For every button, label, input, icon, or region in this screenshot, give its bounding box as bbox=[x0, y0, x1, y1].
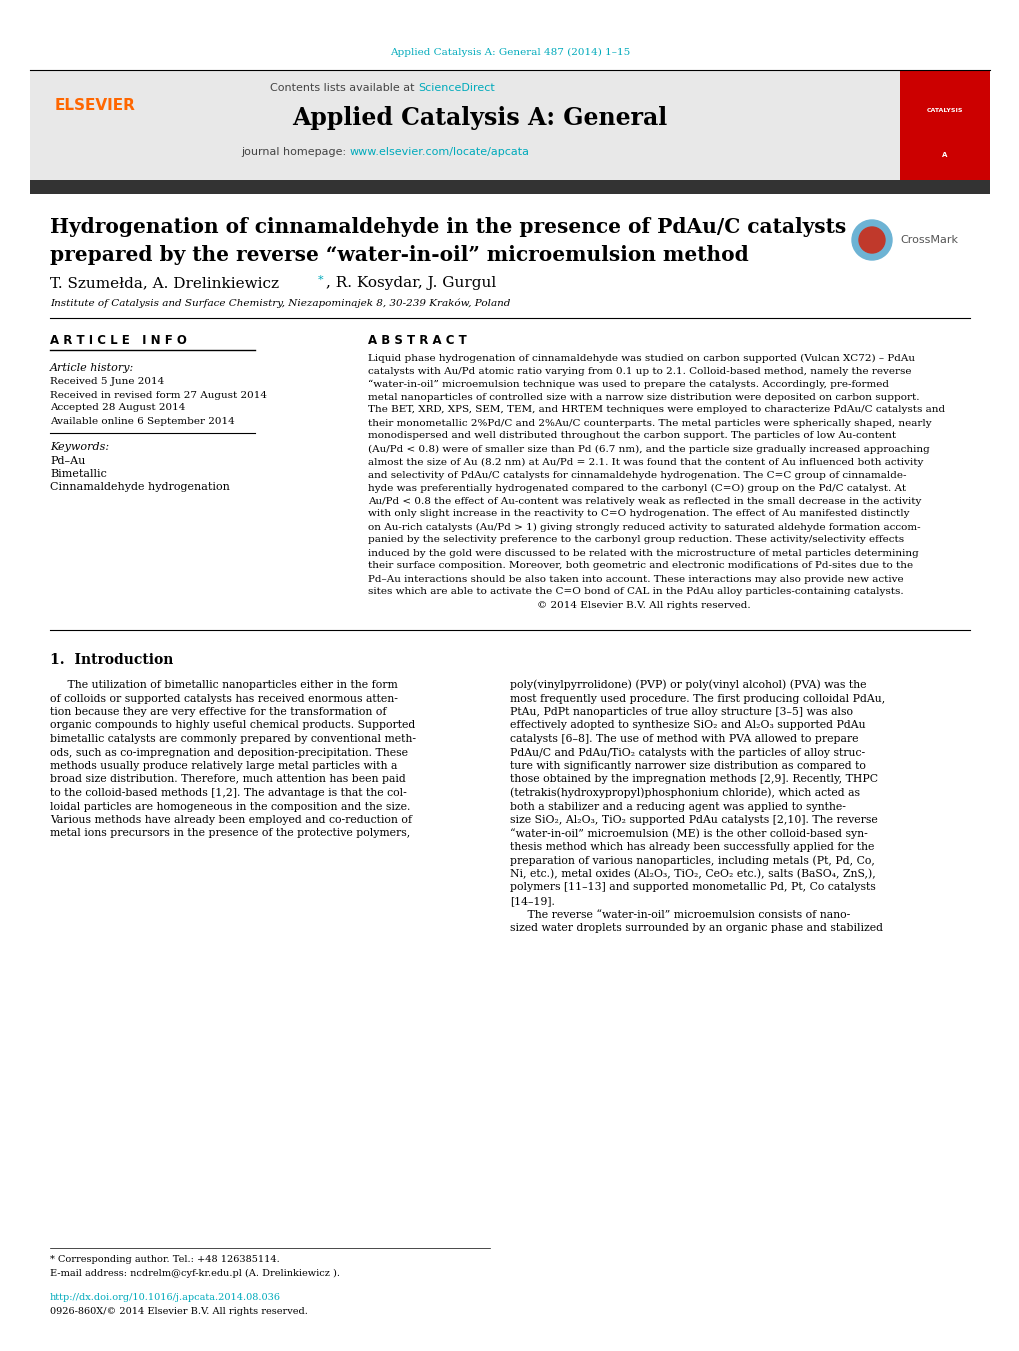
Text: induced by the gold were discussed to be related with the microstructure of meta: induced by the gold were discussed to be… bbox=[368, 549, 918, 558]
Text: E-mail address: ncdrelm@cyf-kr.edu.pl (A. Drelinkiewicz ).: E-mail address: ncdrelm@cyf-kr.edu.pl (A… bbox=[50, 1269, 339, 1278]
Text: © 2014 Elsevier B.V. All rights reserved.: © 2014 Elsevier B.V. All rights reserved… bbox=[368, 600, 750, 609]
Text: “water-in-oil” microemulsion (ME) is the other colloid-based syn-: “water-in-oil” microemulsion (ME) is the… bbox=[510, 828, 867, 839]
Text: bimetallic catalysts are commonly prepared by conventional meth-: bimetallic catalysts are commonly prepar… bbox=[50, 734, 416, 744]
Text: almost the size of Au (8.2 nm) at Au/Pd = 2.1. It was found that the content of : almost the size of Au (8.2 nm) at Au/Pd … bbox=[368, 458, 922, 466]
Text: Bimetallic: Bimetallic bbox=[50, 469, 107, 480]
Text: ture with significantly narrower size distribution as compared to: ture with significantly narrower size di… bbox=[510, 761, 865, 771]
Text: Various methods have already been employed and co-reduction of: Various methods have already been employ… bbox=[50, 815, 412, 825]
Text: Institute of Catalysis and Surface Chemistry, Niezapominajek 8, 30-239 Kraków, P: Institute of Catalysis and Surface Chemi… bbox=[50, 299, 510, 308]
Text: Article history:: Article history: bbox=[50, 363, 135, 373]
Text: Received 5 June 2014: Received 5 June 2014 bbox=[50, 377, 164, 386]
Text: ScienceDirect: ScienceDirect bbox=[418, 82, 494, 93]
Text: prepared by the reverse “water-in-oil” microemulsion method: prepared by the reverse “water-in-oil” m… bbox=[50, 245, 748, 265]
Text: sites which are able to activate the C=O bond of CAL in the PdAu alloy particles: sites which are able to activate the C=O… bbox=[368, 588, 903, 597]
Text: (Au/Pd < 0.8) were of smaller size than Pd (6.7 nm), and the particle size gradu: (Au/Pd < 0.8) were of smaller size than … bbox=[368, 444, 929, 454]
Text: Applied Catalysis A: General 487 (2014) 1–15: Applied Catalysis A: General 487 (2014) … bbox=[389, 47, 630, 57]
Text: Received in revised form 27 August 2014: Received in revised form 27 August 2014 bbox=[50, 390, 267, 400]
Text: Contents lists available at: Contents lists available at bbox=[270, 82, 418, 93]
Text: http://dx.doi.org/10.1016/j.apcata.2014.08.036: http://dx.doi.org/10.1016/j.apcata.2014.… bbox=[50, 1293, 280, 1302]
Text: sized water droplets surrounded by an organic phase and stabilized: sized water droplets surrounded by an or… bbox=[510, 923, 882, 934]
Text: A B S T R A C T: A B S T R A C T bbox=[368, 334, 467, 346]
Text: ods, such as co-impregnation and deposition-precipitation. These: ods, such as co-impregnation and deposit… bbox=[50, 747, 408, 758]
Text: Cinnamaldehyde hydrogenation: Cinnamaldehyde hydrogenation bbox=[50, 482, 229, 492]
Text: 0926-860X/© 2014 Elsevier B.V. All rights reserved.: 0926-860X/© 2014 Elsevier B.V. All right… bbox=[50, 1306, 308, 1316]
Text: Applied Catalysis A: General: Applied Catalysis A: General bbox=[292, 105, 667, 130]
Text: Au/Pd < 0.8 the effect of Au-content was relatively weak as reflected in the sma: Au/Pd < 0.8 the effect of Au-content was… bbox=[368, 497, 920, 505]
Text: A: A bbox=[942, 153, 947, 158]
Text: T. Szumełda, A. Drelinkiewicz: T. Szumełda, A. Drelinkiewicz bbox=[50, 276, 279, 290]
Text: CrossMark: CrossMark bbox=[899, 235, 957, 245]
Text: The reverse “water-in-oil” microemulsion consists of nano-: The reverse “water-in-oil” microemulsion… bbox=[510, 909, 850, 920]
Text: Hydrogenation of cinnamaldehyde in the presence of PdAu/C catalysts: Hydrogenation of cinnamaldehyde in the p… bbox=[50, 218, 846, 236]
Text: loidal particles are homogeneous in the composition and the size.: loidal particles are homogeneous in the … bbox=[50, 801, 410, 812]
Text: catalysts with Au/Pd atomic ratio varying from 0.1 up to 2.1. Colloid-based meth: catalysts with Au/Pd atomic ratio varyin… bbox=[368, 366, 911, 376]
Text: , R. Kosydar, J. Gurgul: , R. Kosydar, J. Gurgul bbox=[326, 276, 496, 290]
Text: www.elsevier.com/locate/apcata: www.elsevier.com/locate/apcata bbox=[350, 147, 530, 157]
Circle shape bbox=[858, 227, 884, 253]
Text: and selectivity of PdAu/C catalysts for cinnamaldehyde hydrogenation. The C=C gr: and selectivity of PdAu/C catalysts for … bbox=[368, 470, 906, 480]
Text: ELSEVIER: ELSEVIER bbox=[54, 97, 136, 112]
Text: * Corresponding author. Tel.: +48 126385114.: * Corresponding author. Tel.: +48 126385… bbox=[50, 1255, 279, 1265]
Text: most frequently used procedure. The first producing colloidal PdAu,: most frequently used procedure. The firs… bbox=[510, 693, 884, 704]
Text: The utilization of bimetallic nanoparticles either in the form: The utilization of bimetallic nanopartic… bbox=[50, 680, 397, 690]
Text: of colloids or supported catalysts has received enormous atten-: of colloids or supported catalysts has r… bbox=[50, 693, 397, 704]
Text: methods usually produce relatively large metal particles with a: methods usually produce relatively large… bbox=[50, 761, 397, 771]
Text: Ni, etc.), metal oxides (Al₂O₃, TiO₂, CeO₂ etc.), salts (BaSO₄, ZnS,),: Ni, etc.), metal oxides (Al₂O₃, TiO₂, Ce… bbox=[510, 869, 875, 880]
Circle shape bbox=[851, 220, 892, 259]
Text: broad size distribution. Therefore, much attention has been paid: broad size distribution. Therefore, much… bbox=[50, 774, 406, 785]
Text: *: * bbox=[318, 276, 323, 285]
Text: Pd–Au interactions should be also taken into account. These interactions may als: Pd–Au interactions should be also taken … bbox=[368, 574, 903, 584]
Text: polymers [11–13] and supported monometallic Pd, Pt, Co catalysts: polymers [11–13] and supported monometal… bbox=[510, 882, 875, 893]
Text: (tetrakis(hydroxypropyl)phosphonium chloride), which acted as: (tetrakis(hydroxypropyl)phosphonium chlo… bbox=[510, 788, 859, 798]
Text: The BET, XRD, XPS, SEM, TEM, and HRTEM techniques were employed to characterize : The BET, XRD, XPS, SEM, TEM, and HRTEM t… bbox=[368, 405, 945, 415]
Text: both a stabilizer and a reducing agent was applied to synthe-: both a stabilizer and a reducing agent w… bbox=[510, 801, 845, 812]
Text: [14–19].: [14–19]. bbox=[510, 896, 554, 907]
Bar bbox=[30, 70, 899, 180]
Text: organic compounds to highly useful chemical products. Supported: organic compounds to highly useful chemi… bbox=[50, 720, 415, 731]
Text: tion because they are very effective for the transformation of: tion because they are very effective for… bbox=[50, 707, 386, 717]
Text: with only slight increase in the reactivity to C=O hydrogenation. The effect of : with only slight increase in the reactiv… bbox=[368, 509, 909, 519]
Text: PdAu/C and PdAu/TiO₂ catalysts with the particles of alloy struc-: PdAu/C and PdAu/TiO₂ catalysts with the … bbox=[510, 747, 864, 758]
Text: CATALYSIS: CATALYSIS bbox=[926, 108, 962, 112]
Text: “water-in-oil” microemulsion technique was used to prepare the catalysts. Accord: “water-in-oil” microemulsion technique w… bbox=[368, 380, 889, 389]
Text: A R T I C L E   I N F O: A R T I C L E I N F O bbox=[50, 334, 186, 346]
Text: hyde was preferentially hydrogenated compared to the carbonyl (C=O) group on the: hyde was preferentially hydrogenated com… bbox=[368, 484, 905, 493]
Bar bbox=[899, 70, 989, 180]
Text: poly(vinylpyrrolidone) (PVP) or poly(vinyl alcohol) (PVA) was the: poly(vinylpyrrolidone) (PVP) or poly(vin… bbox=[510, 680, 866, 690]
Text: monodispersed and well distributed throughout the carbon support. The particles : monodispersed and well distributed throu… bbox=[368, 431, 896, 440]
Text: 1.  Introduction: 1. Introduction bbox=[50, 653, 173, 667]
Text: size SiO₂, Al₂O₃, TiO₂ supported PdAu catalysts [2,10]. The reverse: size SiO₂, Al₂O₃, TiO₂ supported PdAu ca… bbox=[510, 815, 877, 825]
Text: effectively adopted to synthesize SiO₂ and Al₂O₃ supported PdAu: effectively adopted to synthesize SiO₂ a… bbox=[510, 720, 865, 731]
Text: panied by the selectivity preference to the carbonyl group reduction. These acti: panied by the selectivity preference to … bbox=[368, 535, 903, 544]
Text: thesis method which has already been successfully applied for the: thesis method which has already been suc… bbox=[510, 842, 873, 852]
Text: on Au-rich catalysts (Au/Pd > 1) giving strongly reduced activity to saturated a: on Au-rich catalysts (Au/Pd > 1) giving … bbox=[368, 523, 920, 531]
Text: preparation of various nanoparticles, including metals (Pt, Pd, Co,: preparation of various nanoparticles, in… bbox=[510, 855, 874, 866]
Text: to the colloid-based methods [1,2]. The advantage is that the col-: to the colloid-based methods [1,2]. The … bbox=[50, 788, 407, 798]
Text: Available online 6 September 2014: Available online 6 September 2014 bbox=[50, 416, 234, 426]
Text: Liquid phase hydrogenation of cinnamaldehyde was studied on carbon supported (Vu: Liquid phase hydrogenation of cinnamalde… bbox=[368, 354, 914, 362]
Text: journal homepage:: journal homepage: bbox=[242, 147, 350, 157]
Text: metal nanoparticles of controlled size with a narrow size distribution were depo: metal nanoparticles of controlled size w… bbox=[368, 393, 918, 401]
Text: PtAu, PdPt nanoparticles of true alloy structure [3–5] was also: PtAu, PdPt nanoparticles of true alloy s… bbox=[510, 707, 852, 717]
Text: Accepted 28 August 2014: Accepted 28 August 2014 bbox=[50, 404, 185, 412]
Text: those obtained by the impregnation methods [2,9]. Recently, THPC: those obtained by the impregnation metho… bbox=[510, 774, 877, 785]
Text: their monometallic 2%Pd/C and 2%Au/C counterparts. The metal particles were sphe: their monometallic 2%Pd/C and 2%Au/C cou… bbox=[368, 419, 930, 427]
Text: their surface composition. Moreover, both geometric and electronic modifications: their surface composition. Moreover, bot… bbox=[368, 562, 912, 570]
Text: catalysts [6–8]. The use of method with PVA allowed to prepare: catalysts [6–8]. The use of method with … bbox=[510, 734, 858, 744]
Text: Pd–Au: Pd–Au bbox=[50, 457, 86, 466]
Bar bbox=[30, 180, 989, 195]
Text: metal ions precursors in the presence of the protective polymers,: metal ions precursors in the presence of… bbox=[50, 828, 410, 839]
Text: Keywords:: Keywords: bbox=[50, 442, 109, 453]
